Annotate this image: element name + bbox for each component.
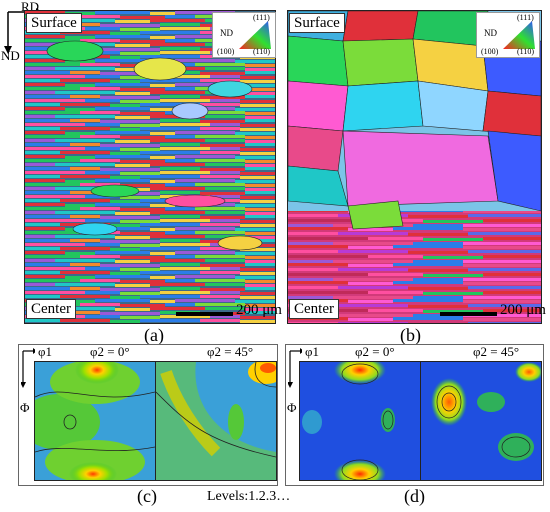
odf-c-phi2-0-plot	[34, 361, 156, 481]
odf-c-phi2-45-plot	[155, 361, 277, 481]
ipf-triangle-icon	[239, 21, 271, 49]
ebsd-grains-a	[25, 11, 275, 323]
ipf-nd-label: ND	[484, 28, 497, 38]
ebsd-map-a	[24, 10, 276, 324]
ipf-color-key-a: ND (111) (100) (110)	[212, 12, 276, 58]
odf-panel-d	[285, 344, 544, 486]
ipf-100-label: (100)	[481, 47, 499, 56]
ipf-110-label: (110)	[517, 47, 535, 56]
panel-a-surface-label: Surface	[26, 13, 82, 33]
contour-levels-label: Levels:1.2.3…	[207, 489, 291, 504]
panel-d-letter: (d)	[404, 486, 425, 506]
panel-a-center-label: Center	[26, 299, 76, 319]
ipf-nd-label: ND	[220, 28, 233, 38]
panel-a-letter: (a)	[144, 325, 164, 345]
scale-bar-b	[440, 312, 497, 316]
scale-text-b: 200 μm	[500, 302, 546, 318]
odf-d-phi1-label: φ1	[305, 344, 320, 359]
odf-d-phi2-0-plot	[299, 361, 421, 481]
ebsd-map-b	[287, 10, 542, 324]
odf-c-Phi-label: Φ	[20, 400, 30, 415]
odf-c-sec0-label: φ2 = 0°	[90, 344, 130, 359]
odf-c-phi1-label: φ1	[38, 344, 53, 359]
odf-d-Phi-label: Φ	[287, 400, 297, 415]
scale-bar-a	[176, 312, 233, 316]
odf-panel-c	[18, 344, 278, 486]
panel-b-surface-label: Surface	[289, 13, 345, 33]
panel-b-center-label: Center	[289, 299, 339, 319]
nd-axis-label: ND	[1, 48, 20, 63]
odf-d-sec45-label: φ2 = 45°	[473, 344, 520, 359]
odf-d-sec0-label: φ2 = 0°	[355, 344, 395, 359]
scale-text-a: 200 μm	[236, 302, 282, 318]
odf-d-phi2-45-plot	[420, 361, 542, 481]
ebsd-grains-b	[288, 11, 541, 323]
odf-axes-icon-c	[20, 348, 37, 393]
odf-c-sec45-label: φ2 = 45°	[207, 344, 254, 359]
ipf-111-label: (111)	[517, 13, 534, 22]
ipf-111-label: (111)	[253, 13, 270, 22]
ipf-110-label: (110)	[253, 47, 271, 56]
ipf-100-label: (100)	[217, 47, 235, 56]
panel-c-letter: (c)	[137, 486, 157, 506]
panel-b-letter: (b)	[400, 325, 421, 345]
ipf-triangle-icon	[503, 21, 535, 49]
ipf-color-key-b: ND (111) (100) (110)	[476, 12, 540, 58]
